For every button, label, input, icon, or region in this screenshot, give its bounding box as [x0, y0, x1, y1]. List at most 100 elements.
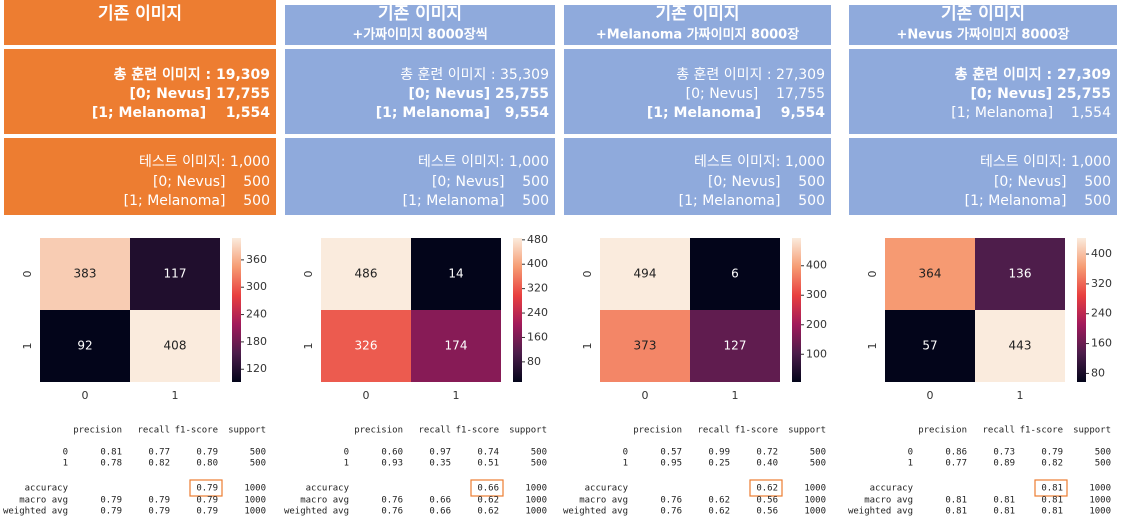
cell-label: 127: [724, 339, 747, 353]
heatmap-cell: [600, 310, 690, 382]
header-text: 기존 이미지: [655, 4, 739, 24]
report-cell: 0: [623, 448, 628, 458]
report-cell: macro avg: [864, 496, 913, 506]
x-tick-label: 1: [1017, 389, 1024, 402]
report-header: f1-score: [735, 426, 778, 436]
report-cell: 1000: [244, 507, 266, 517]
report-cell: 1000: [804, 507, 826, 517]
train-line: [1; Melanoma] 1,554: [92, 105, 270, 121]
report-header: support: [1073, 426, 1111, 436]
report-cell: 0.81: [945, 507, 967, 517]
train-line: [0; Nevus] 25,755: [408, 86, 549, 102]
colorbar-tick-label: 240: [1091, 307, 1112, 320]
y-tick-label: 0: [302, 271, 315, 278]
heatmap-cell: [975, 310, 1065, 382]
colorbar-tick-label: 160: [1091, 337, 1112, 350]
report-cell: 1: [623, 459, 628, 469]
report-header: support: [788, 426, 826, 436]
y-tick-label: 0: [21, 271, 34, 278]
report-cell: 0.56: [756, 496, 778, 506]
test-line: [0; Nevus] 500: [432, 174, 549, 190]
header-box: [564, 5, 831, 45]
report-cell: 0.81: [993, 496, 1015, 506]
report-header: precision: [633, 426, 682, 436]
colorbar-tick-label: 360: [246, 253, 267, 266]
test-line: [1; Melanoma] 500: [679, 193, 825, 209]
report-header: recall: [982, 426, 1015, 436]
report-header: f1-score: [456, 426, 499, 436]
heatmap-cell: [40, 310, 130, 382]
report-cell: 500: [1095, 459, 1111, 469]
report-cell: 0.51: [477, 459, 499, 469]
report-cell: 500: [531, 459, 547, 469]
highlight-box: [470, 479, 504, 497]
x-tick-label: 0: [927, 389, 934, 402]
x-tick-label: 0: [363, 389, 370, 402]
header-text: +Melanoma 가짜이미지 8000장: [596, 27, 799, 43]
report-cell: 0.60: [381, 448, 403, 458]
report-cell: 0.74: [477, 448, 499, 458]
report-header: precision: [918, 426, 967, 436]
train-box: [849, 49, 1117, 134]
report-header: recall: [697, 426, 730, 436]
report-cell: 0.93: [381, 459, 403, 469]
report-cell: 0: [344, 448, 349, 458]
report-cell: 1000: [244, 496, 266, 506]
report-cell: 0.81: [993, 507, 1015, 517]
report-cell: accuracy: [25, 484, 69, 494]
cell-label: 117: [164, 267, 187, 281]
colorbar-tick-label: 160: [527, 330, 548, 343]
x-tick-label: 0: [642, 389, 649, 402]
highlight-box: [189, 479, 223, 497]
heatmap-cell: [130, 238, 220, 310]
colorbar-tick-label: 100: [806, 347, 827, 360]
report-cell: 500: [250, 459, 266, 469]
train-box: [285, 49, 555, 134]
y-tick-label: 1: [302, 343, 315, 350]
cell-label: 408: [164, 339, 187, 353]
test-box: [4, 138, 276, 215]
colorbar: [513, 238, 522, 382]
report-cell: 0.82: [148, 459, 170, 469]
heatmap-cell: [885, 238, 975, 310]
report-header: precision: [73, 426, 122, 436]
report-cell: 0.97: [429, 448, 451, 458]
report-cell: 0.79: [196, 484, 218, 494]
train-line: [0; Nevus] 17,755: [129, 86, 270, 102]
test-line: [1; Melanoma] 500: [403, 193, 549, 209]
report-cell: 0.81: [945, 496, 967, 506]
test-line: 테스트 이미지: 1,000: [980, 154, 1111, 170]
cell-label: 6: [731, 267, 739, 281]
colorbar-tick-label: 320: [527, 282, 548, 295]
cell-label: 14: [448, 267, 463, 281]
header-box: [4, 0, 276, 45]
header-text: +가짜이미지 8000장씩: [352, 27, 487, 43]
x-tick-label: 0: [82, 389, 89, 402]
train-line: [0; Nevus] 17,755: [686, 86, 825, 102]
colorbar-tick-label: 80: [1091, 366, 1105, 379]
report-header: recall: [137, 426, 170, 436]
report-cell: 0.62: [477, 496, 499, 506]
report-cell: 0.81: [1041, 507, 1063, 517]
report-cell: macro avg: [19, 496, 68, 506]
report-cell: 1000: [525, 496, 547, 506]
report-cell: 1: [344, 459, 349, 469]
header-text: 기존 이미지: [378, 4, 462, 24]
test-line: 테스트 이미지: 1,000: [694, 154, 825, 170]
train-line: 총 훈련 이미지 : 35,309: [400, 67, 549, 83]
test-line: 테스트 이미지: 1,000: [418, 154, 549, 170]
header-text: +Nevus 가짜이미지 8000장: [896, 27, 1069, 43]
heatmap-cell: [411, 238, 501, 310]
test-line: [1; Melanoma] 500: [124, 193, 270, 209]
report-cell: 1000: [804, 496, 826, 506]
colorbar-tick-label: 300: [806, 288, 827, 301]
colorbar-tick-label: 200: [806, 318, 827, 331]
train-line: [0; Nevus] 25,755: [970, 86, 1111, 102]
heatmap-cell: [321, 238, 411, 310]
colorbar-tick-label: 400: [527, 257, 548, 270]
report-cell: 0.76: [660, 507, 682, 517]
heatmap-cell: [321, 310, 411, 382]
highlight-box: [1034, 479, 1068, 497]
colorbar: [1077, 238, 1086, 382]
